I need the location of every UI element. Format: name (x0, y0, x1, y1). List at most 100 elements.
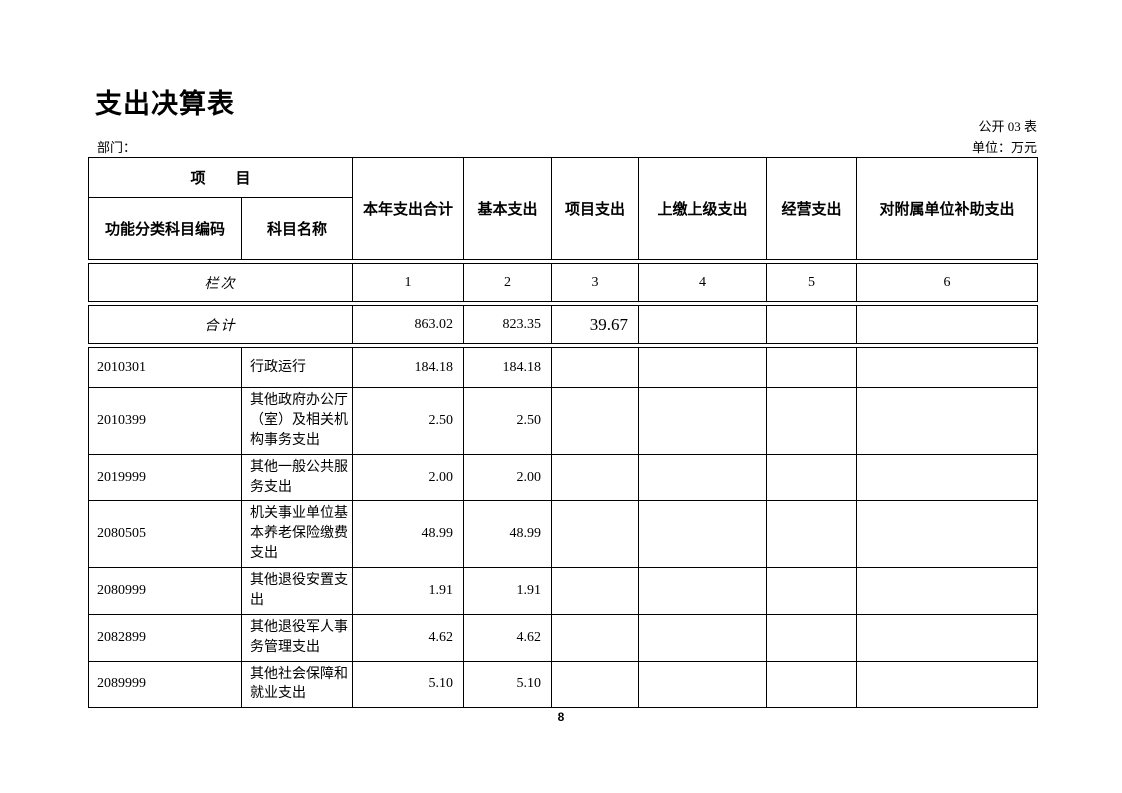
data-rows-section: 2010301 行政运行 184.18 184.18 2010399 其他政府办… (88, 347, 1038, 709)
total-subsidy (856, 305, 1038, 344)
header-code: 功能分类科目编码 (88, 197, 242, 260)
header-year-total: 本年支出合计 (352, 157, 465, 260)
cell-subject-name: 行政运行 (241, 347, 353, 388)
cell-subject-name: 其他政府办公厅（室）及相关机构事务支出 (241, 387, 353, 455)
cell-subject-name: 机关事业单位基本养老保险缴费支出 (241, 500, 353, 568)
cell-basic: 2.00 (463, 453, 552, 502)
cell-subject-name: 其他一般公共服务支出 (241, 453, 353, 502)
header-subject-name: 科目名称 (240, 197, 354, 260)
total-operating (766, 305, 857, 344)
cell-subsidy (856, 500, 1038, 568)
cell-year-total: 48.99 (352, 500, 464, 568)
cell-code: 2080505 (88, 500, 242, 568)
header-row-subcolumns: 功能分类科目编码 科目名称 (88, 197, 1038, 260)
cell-code: 2082899 (88, 613, 242, 662)
column-index-2: 2 (463, 263, 552, 302)
header-row-project-group: 项 目 本年支出合计 基本支出 项目支出 上缴上级支出 经营支出 对附属单位补助… (87, 157, 1039, 260)
cell-code: 2019999 (88, 453, 242, 502)
cell-code: 2010301 (88, 347, 242, 388)
cell-operating (766, 613, 857, 662)
page-title: 支出决算表 (95, 89, 235, 119)
cell-upper (638, 387, 767, 455)
table-row: 2089999 其他社会保障和就业支出 5.10 5.10 (88, 660, 1038, 709)
cell-subsidy (856, 453, 1038, 502)
cell-project (551, 347, 639, 388)
cell-subsidy (856, 613, 1038, 662)
total-project: 39.67 (551, 305, 639, 344)
total-upper (638, 305, 767, 344)
cell-subsidy (856, 347, 1038, 388)
cell-year-total: 5.10 (352, 660, 464, 709)
table-row: 2082899 其他退役军人事务管理支出 4.62 4.62 (88, 613, 1038, 662)
cell-year-total: 184.18 (352, 347, 464, 388)
table-row: 2080999 其他退役安置支出 1.91 1.91 (88, 567, 1038, 615)
cell-operating (766, 500, 857, 568)
column-index-row: 栏次 1 2 3 4 5 6 (88, 263, 1038, 302)
cell-upper (638, 613, 767, 662)
cell-code: 2010399 (88, 387, 242, 455)
cell-upper (638, 567, 767, 615)
cell-operating (766, 347, 857, 388)
cell-basic: 2.50 (463, 387, 552, 455)
expenditure-table: 项 目 本年支出合计 基本支出 项目支出 上缴上级支出 经营支出 对附属单位补助… (87, 157, 1039, 709)
unit-label: 单位：万元 (971, 140, 1037, 155)
total-label: 合计 (88, 305, 353, 344)
cell-year-total: 1.91 (352, 567, 464, 615)
cell-basic: 5.10 (463, 660, 552, 709)
cell-project (551, 387, 639, 455)
cell-operating (766, 567, 857, 615)
column-index-4: 4 (638, 263, 767, 302)
header-project: 项目支出 (551, 157, 640, 260)
total-year-total: 863.02 (352, 305, 464, 344)
total-row: 合计 863.02 823.35 39.67 (88, 305, 1038, 344)
column-index-label: 栏次 (88, 263, 353, 302)
cell-subsidy (856, 387, 1038, 455)
cell-subject-name: 其他退役军人事务管理支出 (241, 613, 353, 662)
cell-basic: 4.62 (463, 613, 552, 662)
cell-basic: 1.91 (463, 567, 552, 615)
column-index-6: 6 (856, 263, 1038, 302)
header-subsidy: 对附属单位补助支出 (856, 157, 1039, 260)
cell-operating (766, 660, 857, 709)
cell-project (551, 613, 639, 662)
cell-upper (638, 453, 767, 502)
cell-upper (638, 347, 767, 388)
cell-subsidy (856, 660, 1038, 709)
total-basic: 823.35 (463, 305, 552, 344)
header-upper: 上缴上级支出 (638, 157, 768, 260)
form-number: 公开 03 表 (978, 119, 1037, 134)
cell-code: 2080999 (88, 567, 242, 615)
table-row: 2010301 行政运行 184.18 184.18 (88, 347, 1038, 388)
table-row: 2010399 其他政府办公厅（室）及相关机构事务支出 2.50 2.50 (88, 387, 1038, 455)
cell-operating (766, 453, 857, 502)
header-basic: 基本支出 (463, 157, 553, 260)
column-index-3: 3 (551, 263, 639, 302)
column-index-1: 1 (352, 263, 464, 302)
cell-project (551, 660, 639, 709)
cell-project (551, 567, 639, 615)
header-operating: 经营支出 (766, 157, 858, 260)
cell-year-total: 2.50 (352, 387, 464, 455)
cell-year-total: 4.62 (352, 613, 464, 662)
table-header-section: 项 目 本年支出合计 基本支出 项目支出 上缴上级支出 经营支出 对附属单位补助… (87, 157, 1039, 260)
column-index-section: 栏次 1 2 3 4 5 6 (88, 263, 1038, 302)
cell-upper (638, 500, 767, 568)
cell-operating (766, 387, 857, 455)
table-row: 2019999 其他一般公共服务支出 2.00 2.00 (88, 453, 1038, 502)
cell-basic: 48.99 (463, 500, 552, 568)
cell-project (551, 500, 639, 568)
cell-subject-name: 其他社会保障和就业支出 (241, 660, 353, 709)
cell-subsidy (856, 567, 1038, 615)
department-label: 部门： (97, 140, 137, 155)
page-number: 8 (557, 710, 565, 724)
column-index-5: 5 (766, 263, 857, 302)
total-section: 合计 863.02 823.35 39.67 (88, 305, 1038, 344)
cell-year-total: 2.00 (352, 453, 464, 502)
cell-upper (638, 660, 767, 709)
cell-project (551, 453, 639, 502)
cell-basic: 184.18 (463, 347, 552, 388)
table-row: 2080505 机关事业单位基本养老保险缴费支出 48.99 48.99 (88, 500, 1038, 568)
header-project-group: 项 目 (87, 157, 354, 198)
cell-subject-name: 其他退役安置支出 (241, 567, 353, 615)
cell-code: 2089999 (88, 660, 242, 709)
